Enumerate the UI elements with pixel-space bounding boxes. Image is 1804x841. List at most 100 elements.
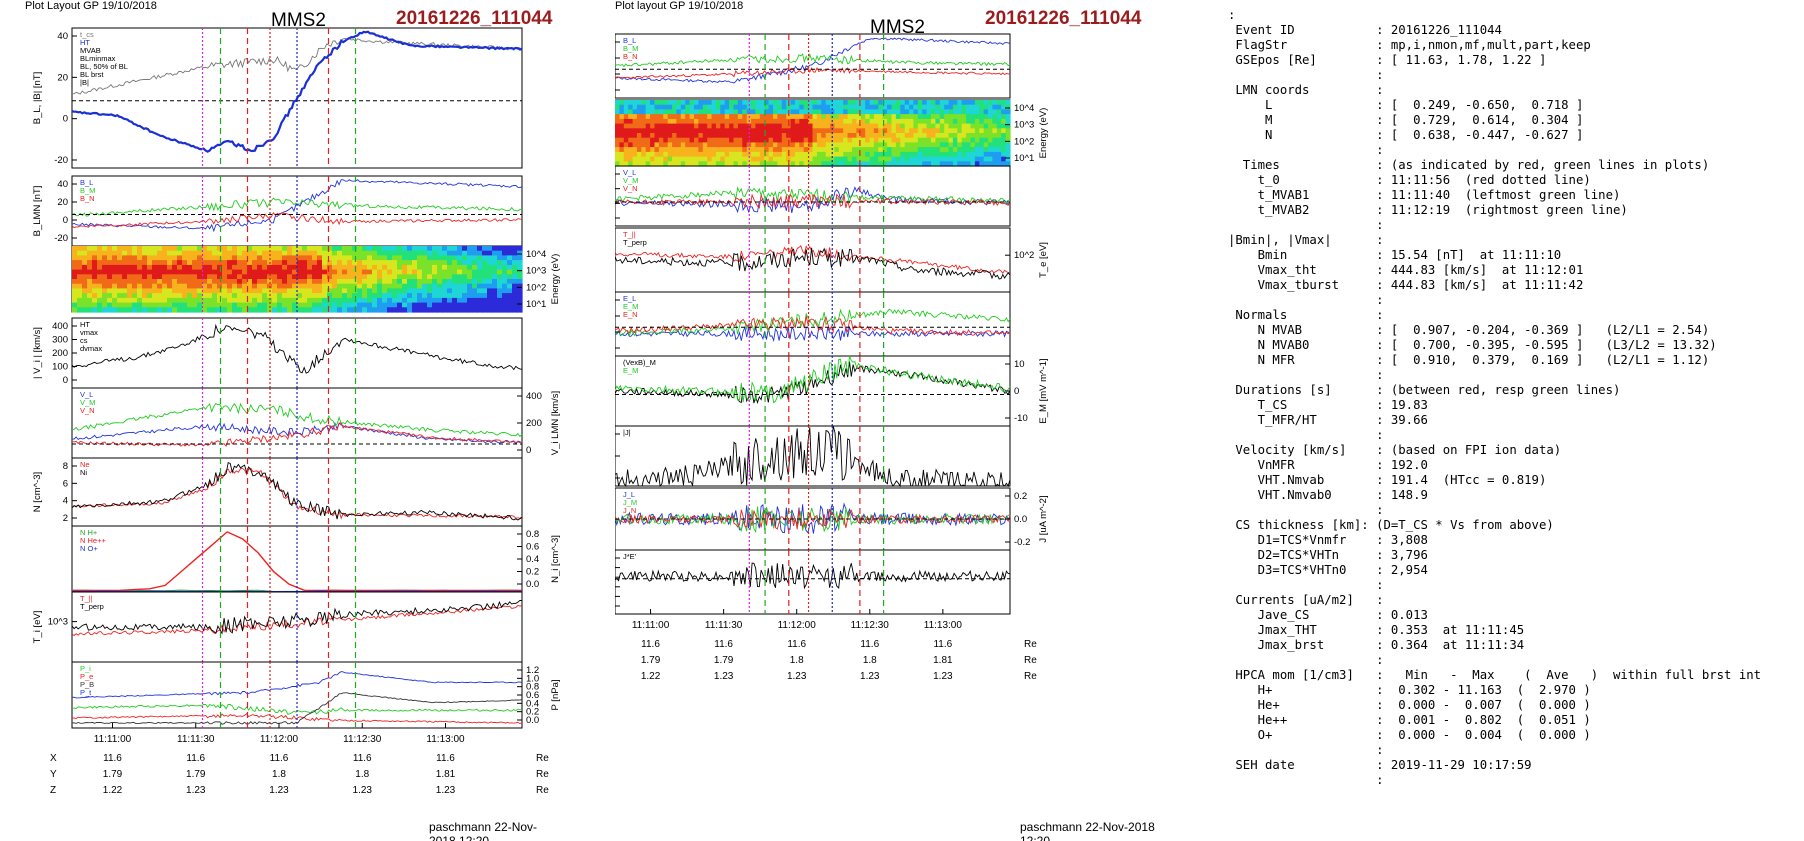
spectrogram-cell	[172, 250, 178, 256]
spectrogram-cell	[658, 118, 664, 125]
spectrogram-cell	[847, 133, 853, 139]
spectrogram-cell	[192, 255, 198, 261]
coord-row-label: X	[50, 753, 57, 764]
coord-value: 1.79	[641, 655, 661, 666]
spectrogram-cell	[402, 283, 408, 289]
spectrogram-cell	[794, 128, 800, 134]
spectrogram-cell	[432, 274, 438, 280]
spectrogram-cell	[372, 269, 378, 275]
y-axis-label: N_i [cm^-3]	[550, 535, 560, 583]
spectrogram-cell	[142, 250, 148, 256]
spectrogram-cell	[803, 114, 809, 120]
spectrogram-cell	[694, 133, 699, 139]
spectrogram-cell	[715, 114, 721, 120]
summary-line: VHT.Nmvab0 : 148.9	[1228, 488, 1428, 502]
spectrogram-cell	[917, 123, 923, 129]
spectrogram-cell	[402, 293, 408, 299]
spectrogram-cell	[825, 137, 831, 143]
panel-jlmn: J_LJ_MJ_N0.20.0-0.2 J [uA m^-2]	[615, 487, 1049, 551]
spectrogram-cell	[847, 161, 853, 167]
spectrogram-cell	[202, 264, 208, 271]
spectrogram-cell	[948, 128, 954, 134]
spectrogram-cell	[878, 156, 884, 162]
spectrogram-cell	[407, 293, 413, 299]
spectrogram-cell	[222, 297, 228, 304]
spectrogram-cell	[689, 137, 695, 143]
spectrogram-cell	[152, 297, 158, 304]
spectrogram-cell	[992, 109, 998, 115]
spectrogram-cell	[615, 147, 620, 153]
spectrogram-cell	[327, 250, 333, 256]
spectrogram-cell	[492, 250, 498, 256]
spectrogram-cell	[447, 302, 453, 308]
spectrogram-cell	[167, 264, 173, 271]
summary-line: :	[1228, 578, 1384, 592]
spectrogram-cell	[913, 156, 919, 162]
spectrogram-cell	[843, 137, 849, 143]
spectrogram-cell	[966, 133, 972, 139]
spectrogram-cell	[856, 128, 862, 134]
spectrogram-cell	[72, 302, 78, 308]
spectrogram-cell	[287, 274, 293, 280]
spectrogram-cell	[292, 260, 298, 266]
spectrogram-cell	[615, 151, 620, 158]
spectrogram-cell	[372, 246, 378, 252]
spectrogram-cell	[377, 250, 383, 256]
spectrogram-cell	[913, 118, 919, 125]
spectrogram-cell	[492, 279, 498, 285]
spectrogram-cell	[217, 260, 223, 266]
spectrogram-cell	[102, 274, 108, 280]
spectrogram-cell	[172, 260, 178, 266]
spectrogram-cell	[781, 137, 787, 143]
spectrogram-cell	[497, 274, 503, 280]
spectrogram-cell	[147, 307, 153, 313]
spectrogram-cell	[427, 260, 433, 266]
spectrogram-cell	[137, 255, 143, 261]
spectrogram-cell	[632, 147, 638, 153]
spectrogram-cell	[362, 246, 368, 252]
legend-entry: J_N	[623, 506, 636, 515]
spectrogram-cell	[187, 302, 193, 308]
spectrogram-cell	[658, 100, 664, 106]
spectrogram-cell	[157, 293, 163, 299]
spectrogram-cell	[904, 100, 910, 106]
spectrogram-cell	[322, 269, 328, 275]
y-tick-label: 0.8	[526, 682, 539, 693]
spectrogram-cell	[227, 283, 233, 289]
spectrogram-cell	[222, 264, 228, 271]
spectrogram-cell	[412, 307, 418, 313]
spectrogram-cell	[142, 246, 148, 252]
spectrogram-cell	[102, 279, 108, 285]
legend-entry: Ne	[80, 460, 90, 469]
spectrogram-cell	[332, 260, 338, 266]
spectrogram-cell	[966, 156, 972, 162]
spectrogram-cell	[442, 269, 448, 275]
spectrogram-cell	[759, 151, 765, 158]
spectrogram-cell	[865, 147, 871, 153]
spectrogram-cell	[177, 279, 183, 285]
spectrogram-cell	[812, 123, 818, 129]
spectrogram-cell	[222, 293, 228, 299]
spectrogram-cell	[882, 156, 888, 162]
spectrogram-cell	[317, 297, 323, 304]
spectrogram-cell	[297, 269, 303, 275]
spectrogram-cell	[187, 293, 193, 299]
spectrogram-cell	[277, 297, 283, 304]
spectrogram-cell	[472, 246, 478, 252]
spectrogram-cell	[302, 307, 308, 313]
spectrogram-cell	[312, 302, 318, 308]
spectrogram-cell	[297, 255, 303, 261]
spectrogram-cell	[292, 274, 298, 280]
spectrogram-cell	[347, 246, 353, 252]
spectrogram-cell	[707, 161, 713, 167]
spectrogram-cell	[966, 114, 972, 120]
spectrogram-cell	[227, 250, 233, 256]
spectrogram-cell	[122, 250, 128, 256]
spectrogram-cell	[812, 142, 818, 148]
spectrogram-cell	[102, 283, 108, 289]
spectrogram-cell	[992, 123, 998, 129]
spectrogram-cell	[794, 118, 800, 125]
spectrogram-cell	[689, 133, 695, 139]
spectrogram-cell	[729, 100, 735, 106]
spectrogram-cell	[482, 288, 488, 294]
